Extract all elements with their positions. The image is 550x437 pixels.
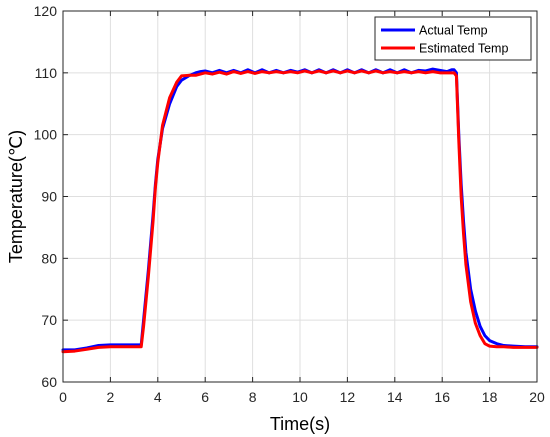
y-tick-label: 60 (41, 374, 57, 390)
y-tick-label: 110 (35, 65, 58, 81)
y-tick-label: 80 (41, 250, 57, 266)
legend-label-estimated-temp: Estimated Temp (419, 42, 508, 56)
x-tick-label: 14 (387, 389, 403, 405)
axis-ticks (62, 10, 538, 383)
series-layer (61, 67, 539, 354)
x-tick-label: 8 (249, 389, 257, 405)
x-tick-label: 2 (107, 389, 115, 405)
legend: Actual Temp Estimated Temp (374, 16, 532, 61)
x-tick-label: 4 (154, 389, 162, 405)
y-tick-label: 120 (34, 3, 58, 19)
x-axis-label: Time(s) (270, 414, 330, 434)
y-tick-label: 70 (41, 312, 57, 328)
tick-labels: 0 2 4 6 8 10 12 14 16 18 20 60 70 80 90 100 110 120 (34, 3, 545, 405)
x-tick-label: 0 (59, 389, 67, 405)
y-tick-label: 90 (41, 189, 57, 205)
y-tick-label: 100 (34, 127, 58, 143)
x-tick-label: 16 (434, 389, 450, 405)
x-tick-label: 10 (292, 389, 308, 405)
x-tick-label: 12 (340, 389, 356, 405)
legend-label-actual-temp: Actual Temp (419, 24, 488, 38)
y-axis-label: Temperature(℃) (6, 130, 26, 263)
legend-box (374, 16, 532, 61)
series-line-estimated-temp (61, 69, 539, 354)
x-tick-label: 18 (482, 389, 498, 405)
x-tick-label: 20 (529, 389, 545, 405)
x-tick-label: 6 (201, 389, 209, 405)
